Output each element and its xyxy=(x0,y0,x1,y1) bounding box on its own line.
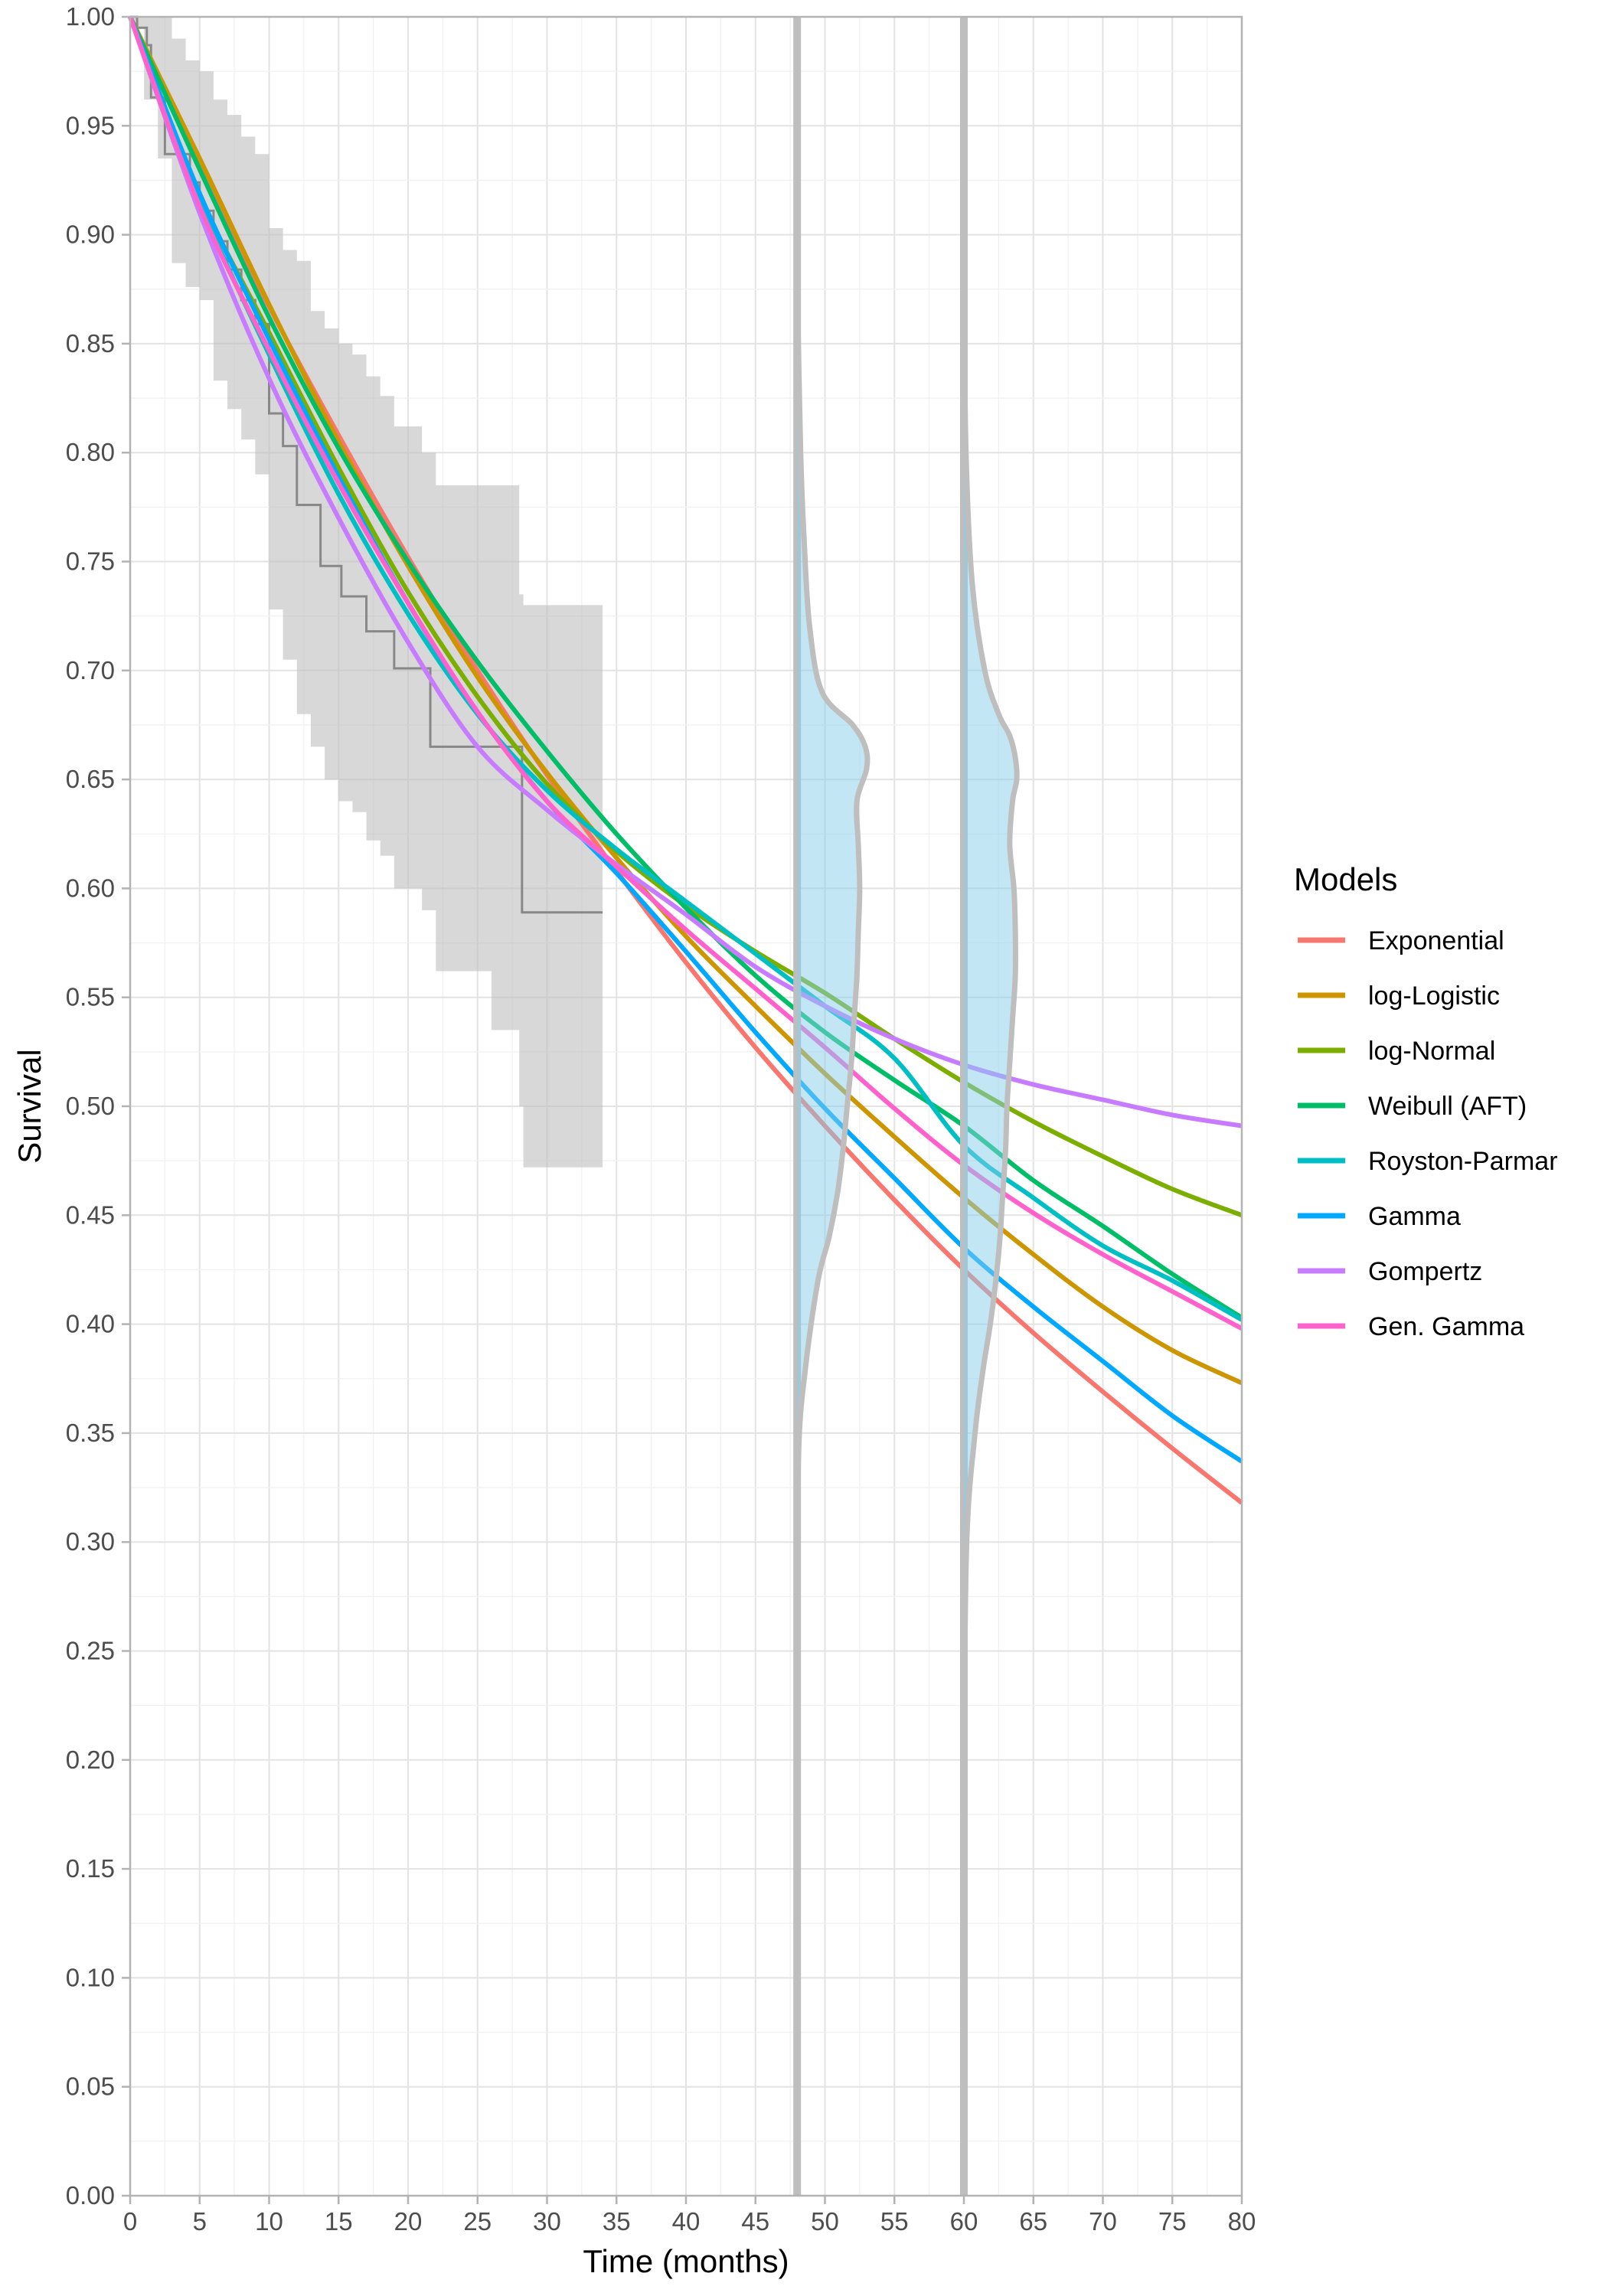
legend-label-exponential: Exponential xyxy=(1368,926,1504,955)
y-tick-label: 0.90 xyxy=(66,220,115,249)
distribution-density-outline xyxy=(961,278,1020,1760)
x-tick-label: 10 xyxy=(255,2207,283,2236)
y-tick-label: 0.20 xyxy=(66,1746,115,1774)
legend: Models Exponential log-Logistic log-Normal… xyxy=(1294,861,1558,1341)
x-tick-label: 0 xyxy=(123,2207,137,2236)
x-tick-label: 80 xyxy=(1228,2207,1256,2236)
x-tick-label: 15 xyxy=(325,2207,353,2236)
grid-lines xyxy=(129,16,1243,2196)
y-tick-label: 0.60 xyxy=(66,874,115,902)
y-axis-title: Survival xyxy=(11,1049,47,1163)
y-tick-label: 0.40 xyxy=(66,1310,115,1338)
y-tick-label: 0.55 xyxy=(66,983,115,1011)
x-tick-label: 35 xyxy=(603,2207,631,2236)
y-tick-label: 0.85 xyxy=(66,329,115,358)
legend-label-gompertz: Gompertz xyxy=(1368,1257,1482,1286)
series-line-gamma xyxy=(128,15,1243,1464)
x-axis-ticks: 0 5 10 15 20 25 30 35 40 45 50 55 60 65 70 75 80 xyxy=(123,2196,1256,2236)
series-line-gen-gamma xyxy=(128,15,1243,1331)
x-tick-label: 60 xyxy=(950,2207,978,2236)
x-tick-label: 20 xyxy=(394,2207,423,2236)
y-tick-label: 0.10 xyxy=(66,1963,115,1991)
y-tick-label: 0.35 xyxy=(66,1419,115,1447)
legend-label-gamma: Gamma xyxy=(1368,1202,1461,1231)
y-tick-label: 1.00 xyxy=(66,2,115,31)
x-tick-label: 40 xyxy=(672,2207,701,2236)
y-tick-label: 0.05 xyxy=(66,2072,115,2101)
x-tick-label: 5 xyxy=(193,2207,207,2236)
legend-label-log-normal: log-Normal xyxy=(1368,1037,1495,1066)
model-curves xyxy=(128,15,1243,1505)
x-tick-label: 65 xyxy=(1019,2207,1047,2236)
legend-label-weibull-aft: Weibull (AFT) xyxy=(1368,1092,1527,1121)
y-tick-label: 0.95 xyxy=(66,111,115,139)
y-tick-label: 0.50 xyxy=(66,1092,115,1120)
x-tick-label: 30 xyxy=(533,2207,561,2236)
distribution-at-60 xyxy=(960,17,1020,2196)
legend-label-royston-parmar: Royston-Parmar xyxy=(1368,1147,1558,1176)
y-axis-ticks: 0.00 0.05 0.10 0.15 0.20 0.25 0.30 0.35 0.40 0.45… xyxy=(66,2,130,2209)
y-tick-label: 0.15 xyxy=(66,1854,115,1883)
y-tick-label: 0.00 xyxy=(66,2181,115,2209)
y-tick-label: 0.80 xyxy=(66,438,115,466)
x-axis-title: Time (months) xyxy=(583,2243,789,2279)
y-tick-label: 0.75 xyxy=(66,547,115,576)
distribution-density-outline xyxy=(794,278,870,1651)
x-tick-label: 25 xyxy=(463,2207,492,2236)
y-tick-label: 0.45 xyxy=(66,1200,115,1229)
distribution-at-48 xyxy=(793,17,870,2196)
legend-label-gen-gamma: Gen. Gamma xyxy=(1368,1312,1524,1341)
x-tick-label: 50 xyxy=(811,2207,839,2236)
y-tick-label: 0.30 xyxy=(66,1527,115,1556)
distribution-density-area xyxy=(797,278,867,1651)
distribution-density-area xyxy=(964,278,1017,1760)
y-tick-label: 0.70 xyxy=(66,656,115,684)
y-tick-label: 0.25 xyxy=(66,1637,115,1665)
x-tick-label: 70 xyxy=(1089,2207,1117,2236)
survival-distributions xyxy=(793,17,1020,2196)
legend-label-log-logistic: log-Logistic xyxy=(1368,981,1500,1011)
x-tick-label: 45 xyxy=(741,2207,769,2236)
x-tick-label: 75 xyxy=(1158,2207,1187,2236)
series-line-weibull-aft xyxy=(128,15,1243,1320)
legend-title: Models xyxy=(1294,861,1397,897)
x-tick-label: 55 xyxy=(880,2207,909,2236)
y-tick-label: 0.65 xyxy=(66,765,115,793)
